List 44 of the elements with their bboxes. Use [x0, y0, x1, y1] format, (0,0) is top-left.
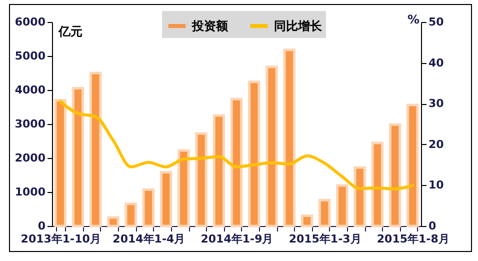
- bar: [160, 171, 172, 228]
- y2-tick-label: 40: [428, 56, 444, 70]
- bar: [54, 98, 66, 228]
- x-tick-label: 2015年1-8月: [376, 232, 450, 246]
- y-tick-label: 4000: [14, 84, 46, 96]
- x-tick-label: 2014年1-4月: [112, 232, 186, 246]
- x-tick-label: 2013年1-10月: [20, 232, 101, 246]
- bar: [72, 87, 84, 228]
- bar: [300, 214, 314, 228]
- bar: [107, 216, 120, 228]
- y-tick-label: 5000: [14, 50, 46, 62]
- x-tick-label: 2015年1-3月: [288, 232, 362, 246]
- line-series: [58, 100, 414, 190]
- y-axis-title: 亿元: [58, 24, 82, 38]
- bar: [406, 104, 419, 228]
- bar: [266, 66, 278, 228]
- bar: [90, 72, 102, 228]
- y-tick-label: 1000: [14, 186, 46, 198]
- bar: [124, 202, 137, 228]
- bar: [354, 166, 366, 228]
- bar: [248, 80, 260, 228]
- bar: [212, 114, 225, 228]
- x-tick-label: 2014年1-9月: [200, 232, 274, 246]
- y-tick-label: 2000: [14, 152, 46, 164]
- y-tick-label: 6000: [14, 16, 46, 28]
- bar: [178, 149, 190, 228]
- y2-tick-label: 30: [428, 97, 444, 110]
- bar: [195, 132, 208, 228]
- y2-tick-label: 20: [428, 138, 444, 151]
- legend-label: 同比增长: [274, 19, 323, 33]
- y2-tick-label: 10: [428, 178, 444, 192]
- legend-label: 投资额: [191, 19, 229, 33]
- bar: [336, 184, 348, 228]
- bar: [142, 188, 155, 228]
- bar: [388, 123, 402, 228]
- y2-tick-label: 50: [428, 16, 444, 28]
- bar: [318, 198, 331, 228]
- y-tick-label: 3000: [14, 118, 46, 130]
- bar: [371, 142, 384, 228]
- y2-tick-label: 0: [428, 220, 436, 232]
- y2-axis-title: %: [407, 12, 420, 26]
- y-tick-label: 0: [38, 220, 46, 232]
- bar: [283, 48, 296, 228]
- bar: [230, 98, 243, 228]
